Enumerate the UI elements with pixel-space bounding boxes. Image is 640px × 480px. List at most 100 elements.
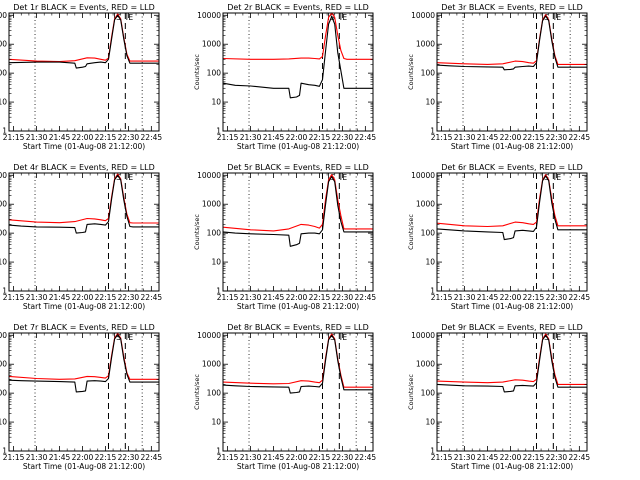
y-tick-label: 10 [425, 418, 435, 427]
x-tick-label: 21:15 [3, 293, 25, 302]
interval-marker-label: E [128, 13, 133, 22]
y-tick-label: 10000 [0, 331, 7, 340]
chart-panel: Det 1r BLACK = Events, RED = LLDSE110100… [0, 3, 162, 151]
interval-marker-label: E [128, 333, 133, 342]
interval-marker-label: E [556, 13, 561, 22]
y-axis-label: Counts/sec [407, 214, 415, 250]
x-tick-label: 22:00 [500, 293, 522, 302]
interval-marker-label: E [342, 173, 347, 182]
x-tick-label: 21:45 [477, 293, 499, 302]
interval-marker-label: S [116, 333, 121, 342]
x-tick-label: 22:00 [286, 293, 308, 302]
series-line-events [436, 175, 587, 241]
y-axis-label: Counts/sec [407, 374, 415, 410]
x-axis-label: Start Time (01-Aug-08 21:12:00) [237, 142, 359, 151]
y-tick-label: 100 [421, 229, 436, 238]
y-tick-label: 1000 [0, 360, 7, 369]
x-tick-label: 22:30 [546, 453, 568, 462]
x-axis-label: Start Time (01-Aug-08 21:12:00) [237, 462, 359, 471]
y-tick-label: 10000 [197, 11, 221, 20]
x-tick-label: 22:45 [355, 293, 377, 302]
y-tick-label: 10000 [0, 11, 7, 20]
x-tick-label: 22:00 [500, 133, 522, 142]
x-tick-label: 21:15 [217, 133, 239, 142]
chart-title: Det 2r BLACK = Events, RED = LLD [227, 3, 369, 12]
series-line-lld [436, 14, 587, 65]
x-tick-label: 21:30 [240, 453, 262, 462]
y-tick-label: 10000 [411, 11, 435, 20]
series-line-lld [222, 12, 373, 60]
x-tick-label: 21:45 [49, 133, 71, 142]
x-tick-label: 21:45 [49, 453, 71, 462]
x-tick-label: 21:15 [217, 293, 239, 302]
x-tick-label: 21:30 [454, 293, 476, 302]
x-tick-label: 22:45 [355, 453, 377, 462]
y-tick-label: 10 [211, 258, 221, 267]
x-tick-label: 22:00 [286, 453, 308, 462]
y-tick-label: 1000 [202, 360, 221, 369]
x-axis-label: Start Time (01-Aug-08 21:12:00) [237, 302, 359, 311]
x-tick-label: 22:15 [523, 293, 545, 302]
x-tick-label: 22:00 [72, 133, 94, 142]
series-line-lld [222, 333, 373, 388]
x-tick-label: 21:15 [3, 133, 25, 142]
x-tick-label: 22:15 [309, 293, 331, 302]
y-tick-label: 10 [0, 258, 7, 267]
y-tick-label: 10 [211, 98, 221, 107]
x-tick-label: 21:30 [240, 293, 262, 302]
plot-frame [436, 12, 588, 132]
y-tick-label: 100 [0, 69, 7, 78]
y-axis-label: Counts/sec [193, 374, 201, 410]
plot-frame [436, 172, 588, 292]
y-tick-label: 10 [425, 98, 435, 107]
x-tick-label: 21:30 [26, 453, 48, 462]
x-tick-label: 21:45 [49, 293, 71, 302]
x-tick-label: 22:15 [95, 293, 117, 302]
x-tick-label: 21:30 [454, 133, 476, 142]
x-tick-label: 21:15 [3, 453, 25, 462]
x-tick-label: 22:30 [546, 293, 568, 302]
x-tick-label: 22:45 [569, 453, 591, 462]
y-tick-label: 1000 [202, 200, 221, 209]
x-tick-label: 22:30 [546, 133, 568, 142]
x-axis-label: Start Time (01-Aug-08 21:12:00) [451, 462, 573, 471]
y-axis-label: Counts/sec [193, 214, 201, 250]
plot-frame [222, 12, 374, 132]
x-tick-label: 22:15 [95, 133, 117, 142]
x-tick-label: 22:00 [286, 133, 308, 142]
series-line-lld [436, 333, 587, 385]
interval-marker-label: E [556, 173, 561, 182]
y-tick-label: 10 [211, 418, 221, 427]
y-tick-label: 1 [430, 127, 435, 136]
x-tick-label: 21:30 [26, 293, 48, 302]
series-line-lld [8, 332, 159, 380]
y-tick-label: 10000 [411, 331, 435, 340]
series-line-events [8, 14, 159, 69]
series-line-lld [222, 174, 373, 232]
chart-title: Det 3r BLACK = Events, RED = LLD [441, 3, 583, 12]
x-axis-label: Start Time (01-Aug-08 21:12:00) [451, 302, 573, 311]
series-line-events [222, 176, 373, 247]
y-tick-label: 100 [0, 229, 7, 238]
y-tick-label: 1000 [0, 40, 7, 49]
x-tick-label: 22:30 [118, 133, 140, 142]
series-line-events [222, 16, 373, 99]
x-tick-label: 22:45 [141, 293, 163, 302]
x-axis-label: Start Time (01-Aug-08 21:12:00) [23, 302, 145, 311]
series-line-lld [436, 174, 587, 228]
x-tick-label: 21:45 [263, 293, 285, 302]
x-tick-label: 22:00 [72, 293, 94, 302]
y-tick-label: 1000 [416, 360, 435, 369]
y-tick-label: 100 [207, 69, 222, 78]
y-tick-label: 100 [207, 229, 222, 238]
x-tick-label: 21:30 [454, 453, 476, 462]
y-tick-label: 100 [207, 389, 222, 398]
y-tick-label: 1 [2, 447, 7, 456]
y-tick-label: 1000 [202, 40, 221, 49]
